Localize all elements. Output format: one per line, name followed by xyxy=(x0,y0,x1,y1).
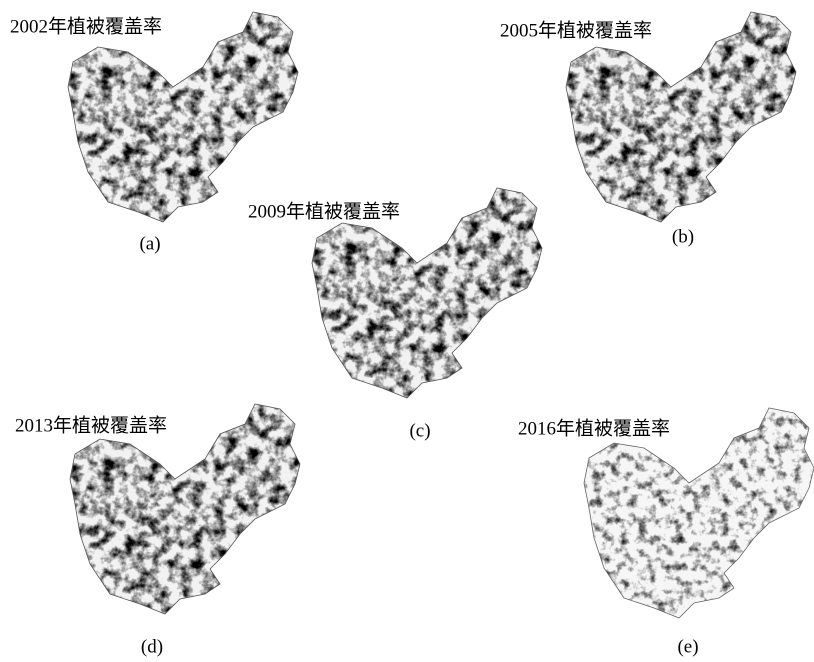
map-a xyxy=(68,12,308,227)
maps-figure: 2002年植被覆盖率 (a) 2005年植被覆盖率 (b) 2009年植被覆盖率… xyxy=(0,0,814,662)
panel-label: (a) xyxy=(139,233,160,254)
panel-title: 2005年植被覆盖率 xyxy=(500,19,652,41)
panel-title: 2016年植被覆盖率 xyxy=(518,417,670,439)
figure: 2002年植被覆盖率 (a) 2005年植被覆盖率 (b) 2009年植被覆盖率… xyxy=(0,0,814,662)
panel-title: 2002年植被覆盖率 xyxy=(10,15,162,37)
panel-label: (c) xyxy=(409,420,430,441)
panel-title: 2009年植被覆盖率 xyxy=(248,200,400,222)
map-e xyxy=(584,408,814,623)
panel-label: (b) xyxy=(672,226,694,247)
panel-label: (e) xyxy=(677,636,698,657)
map-b xyxy=(566,12,806,227)
panel-title: 2013年植被覆盖率 xyxy=(15,414,167,436)
panel-label: (d) xyxy=(141,636,163,657)
